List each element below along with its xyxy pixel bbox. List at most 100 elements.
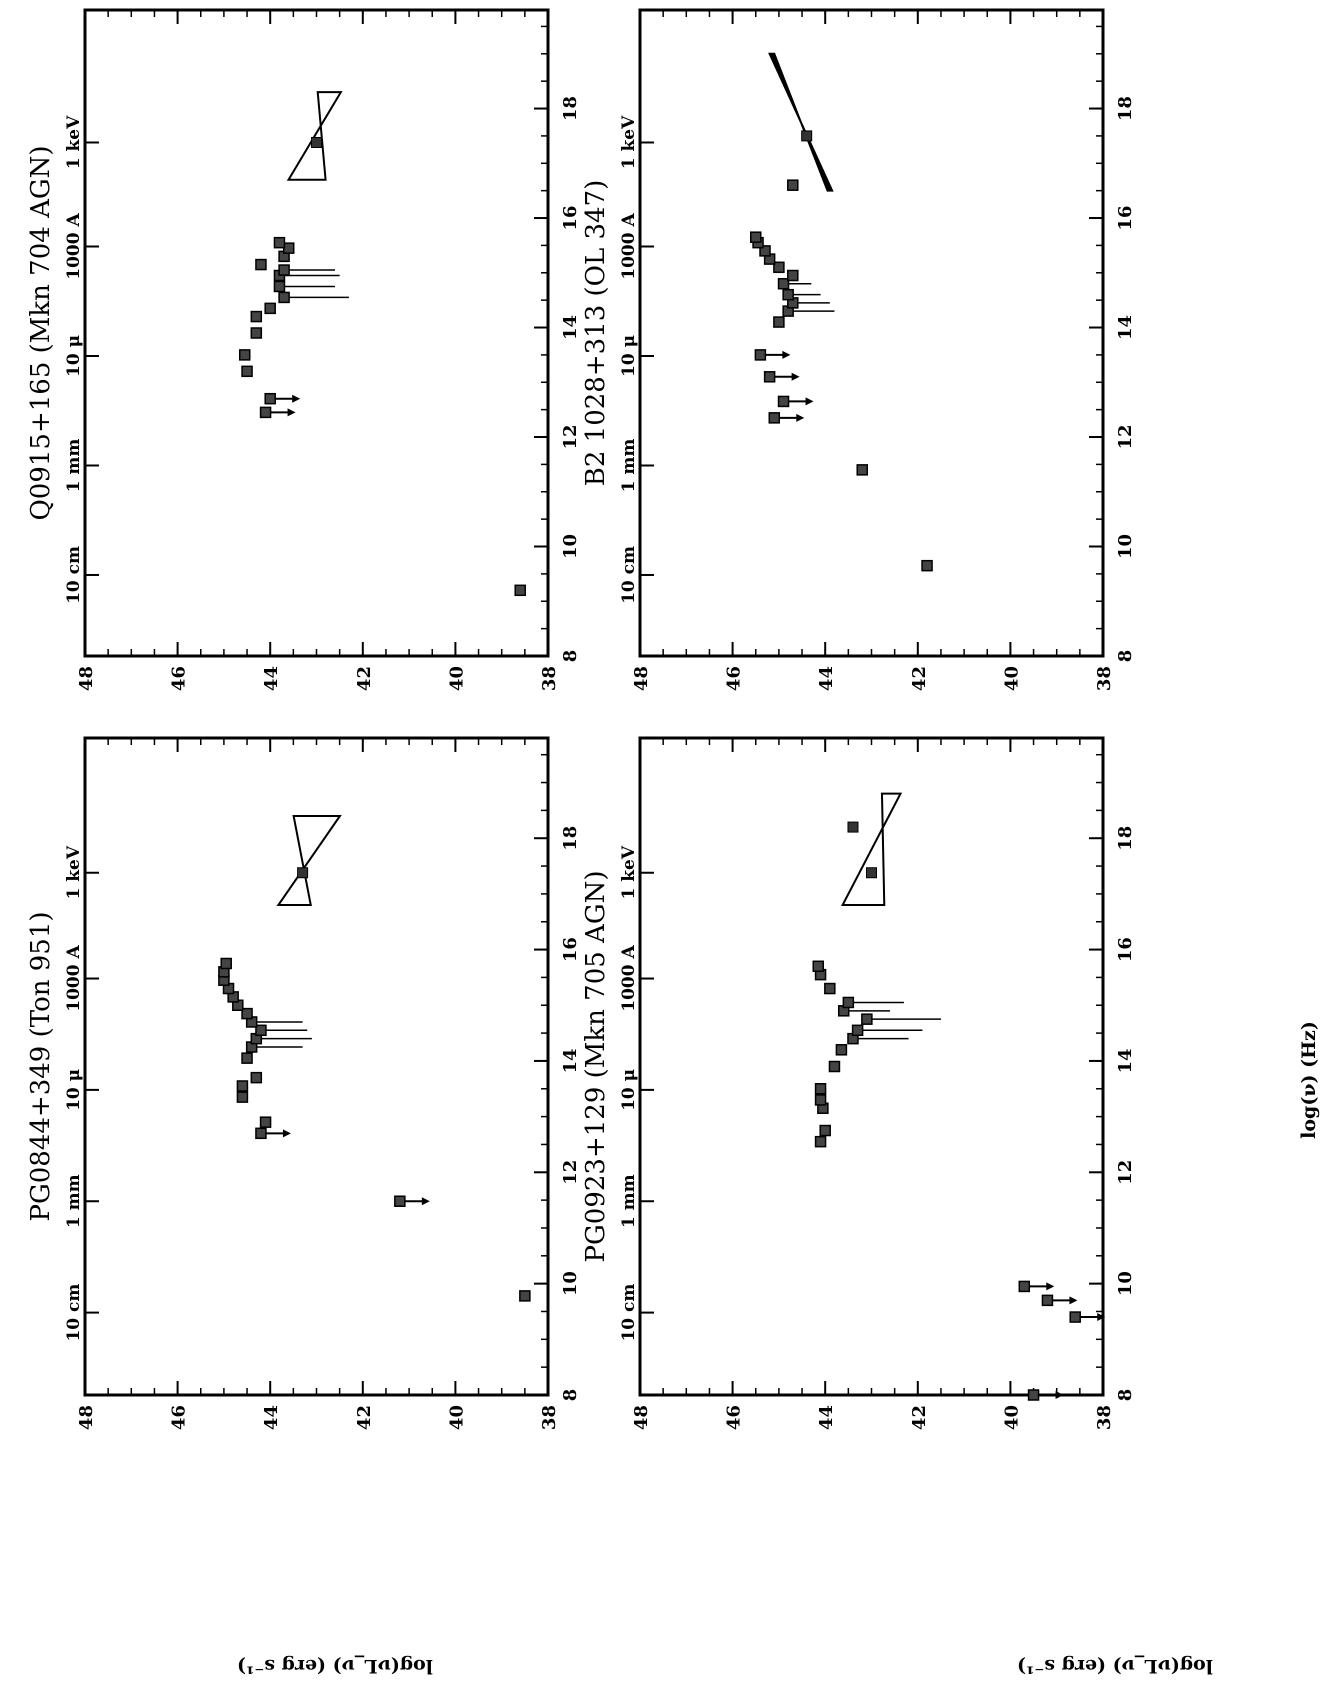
- panel-title: Q0915+165 (Mkn 704 AGN): [26, 145, 56, 520]
- data-point: [777, 277, 790, 290]
- x-tick-label: 12: [560, 1160, 581, 1185]
- data-point: [255, 258, 267, 271]
- y-tick-label: 44: [816, 1405, 837, 1430]
- wavelength-label: 1 mm: [64, 439, 84, 493]
- data-point: [782, 288, 794, 301]
- y-tick-label: 46: [169, 1405, 190, 1430]
- y-tick-label: 44: [261, 1405, 282, 1430]
- data-point: [241, 1007, 253, 1020]
- data-point: [814, 1135, 827, 1148]
- y-tick-label: 40: [446, 1405, 467, 1430]
- data-point: [220, 957, 232, 970]
- arrow-head: [421, 1197, 430, 1206]
- data-point: [238, 349, 251, 361]
- wavelength-label: 1000 A: [619, 945, 639, 1012]
- y-tick-label: 42: [354, 666, 375, 691]
- wavelength-label: 10 μ: [64, 335, 84, 377]
- plot-frame: [638, 736, 1105, 1397]
- data-point: [768, 412, 781, 424]
- arrow-head: [292, 394, 301, 403]
- y-tick-label: 38: [1094, 666, 1115, 691]
- data-point: [750, 231, 762, 243]
- data-point: [773, 261, 785, 274]
- plot-frame: [638, 8, 1105, 658]
- data-point: [835, 1044, 848, 1056]
- x-tick-label: 16: [560, 937, 581, 962]
- y-tick-label: 42: [354, 1405, 375, 1430]
- x-tick-label: 14: [560, 1048, 581, 1073]
- data-point: [1027, 1389, 1040, 1401]
- wavelength-label: 10 cm: [619, 546, 639, 604]
- data-point: [241, 1052, 253, 1064]
- x-tick-label: 8: [1115, 1389, 1136, 1402]
- data-point: [759, 245, 771, 257]
- y-tick-label: 48: [76, 1405, 97, 1430]
- panel-title: PG0844+349 (Ton 951): [26, 911, 56, 1221]
- xray-point: [297, 867, 309, 879]
- wavelength-label: 1 mm: [619, 1174, 639, 1228]
- x-tick-label: 18: [560, 826, 581, 851]
- x-tick-label: 10: [1115, 534, 1136, 559]
- data-point: [241, 365, 253, 378]
- wavelength-label: 10 cm: [619, 1284, 639, 1342]
- y-tick-label: 38: [539, 666, 560, 691]
- wavelength-label: 1 keV: [619, 115, 639, 169]
- plot-frame: [83, 736, 550, 1397]
- wavelength-label: 1 keV: [619, 845, 639, 899]
- data-point: [861, 1013, 873, 1025]
- data-point: [819, 1124, 831, 1137]
- arrow-head: [1097, 1313, 1106, 1322]
- y-tick-label: 40: [1001, 666, 1022, 691]
- x-tick-label: 12: [560, 424, 581, 449]
- x-tick-label: 10: [560, 1271, 581, 1296]
- wavelength-label: 10 μ: [64, 1069, 84, 1111]
- data-point: [787, 269, 799, 282]
- data-point: [842, 996, 855, 1009]
- data-point: [264, 392, 276, 405]
- x-tick-label: 18: [560, 96, 581, 121]
- panel-3: 38 40 42 44 46 48 8 10 12 14 16 18 10 cm 1 mm 10 μ 1000…: [581, 736, 1136, 1430]
- wavelength-label: 1 keV: [64, 115, 84, 169]
- panel-4: 38 40 42 44 46 48 8 10 12 14 16 18 10 cm 1 mm 10 μ 1000…: [581, 8, 1136, 691]
- x-tick-label: 12: [1115, 1160, 1136, 1185]
- wavelength-label: 10 cm: [64, 1284, 84, 1342]
- xray-point: [311, 136, 322, 148]
- data-point: [514, 584, 526, 597]
- y-tick-label: 44: [816, 666, 837, 691]
- x-tick-label: 14: [1115, 315, 1136, 340]
- arrow-head: [1055, 1391, 1064, 1399]
- x-tick-label: 8: [1115, 650, 1136, 663]
- y-tick-label: 48: [631, 666, 652, 691]
- data-point: [236, 1091, 249, 1103]
- x-tick-label: 16: [1115, 937, 1136, 962]
- data-point: [282, 242, 295, 254]
- panel-title: B2 1028+313 (OL 347): [581, 180, 611, 487]
- arrow-head: [287, 408, 296, 417]
- data-point: [1041, 1294, 1054, 1307]
- arrow-head: [1046, 1282, 1055, 1291]
- xray-point: [801, 130, 813, 142]
- data-point: [264, 302, 276, 315]
- y-tick-label: 42: [909, 1405, 930, 1430]
- data-point: [777, 395, 790, 408]
- data-point: [259, 1116, 272, 1128]
- data-point: [255, 1024, 267, 1037]
- y-tick-label: 44: [261, 666, 282, 691]
- wavelength-label: 1000 A: [64, 212, 84, 279]
- data-point: [278, 264, 290, 276]
- data-point: [236, 1080, 249, 1092]
- arrow-head: [791, 372, 800, 381]
- data-point: [250, 1071, 263, 1084]
- xray-point: [866, 867, 877, 879]
- data-point: [856, 464, 868, 476]
- y-tick-label: 38: [1094, 1405, 1115, 1430]
- wavelength-label: 1 mm: [64, 1174, 84, 1228]
- wavelength-label: 10 μ: [619, 335, 639, 377]
- y-tick-label: 48: [631, 1405, 652, 1430]
- wavelength-label: 1000 A: [64, 945, 84, 1012]
- data-point: [828, 1060, 841, 1073]
- data-point: [1018, 1280, 1031, 1293]
- y-axis-label-2: log(νL_ν) (erg s⁻¹): [237, 1655, 433, 1677]
- data-point: [273, 236, 286, 249]
- data-point: [273, 280, 286, 293]
